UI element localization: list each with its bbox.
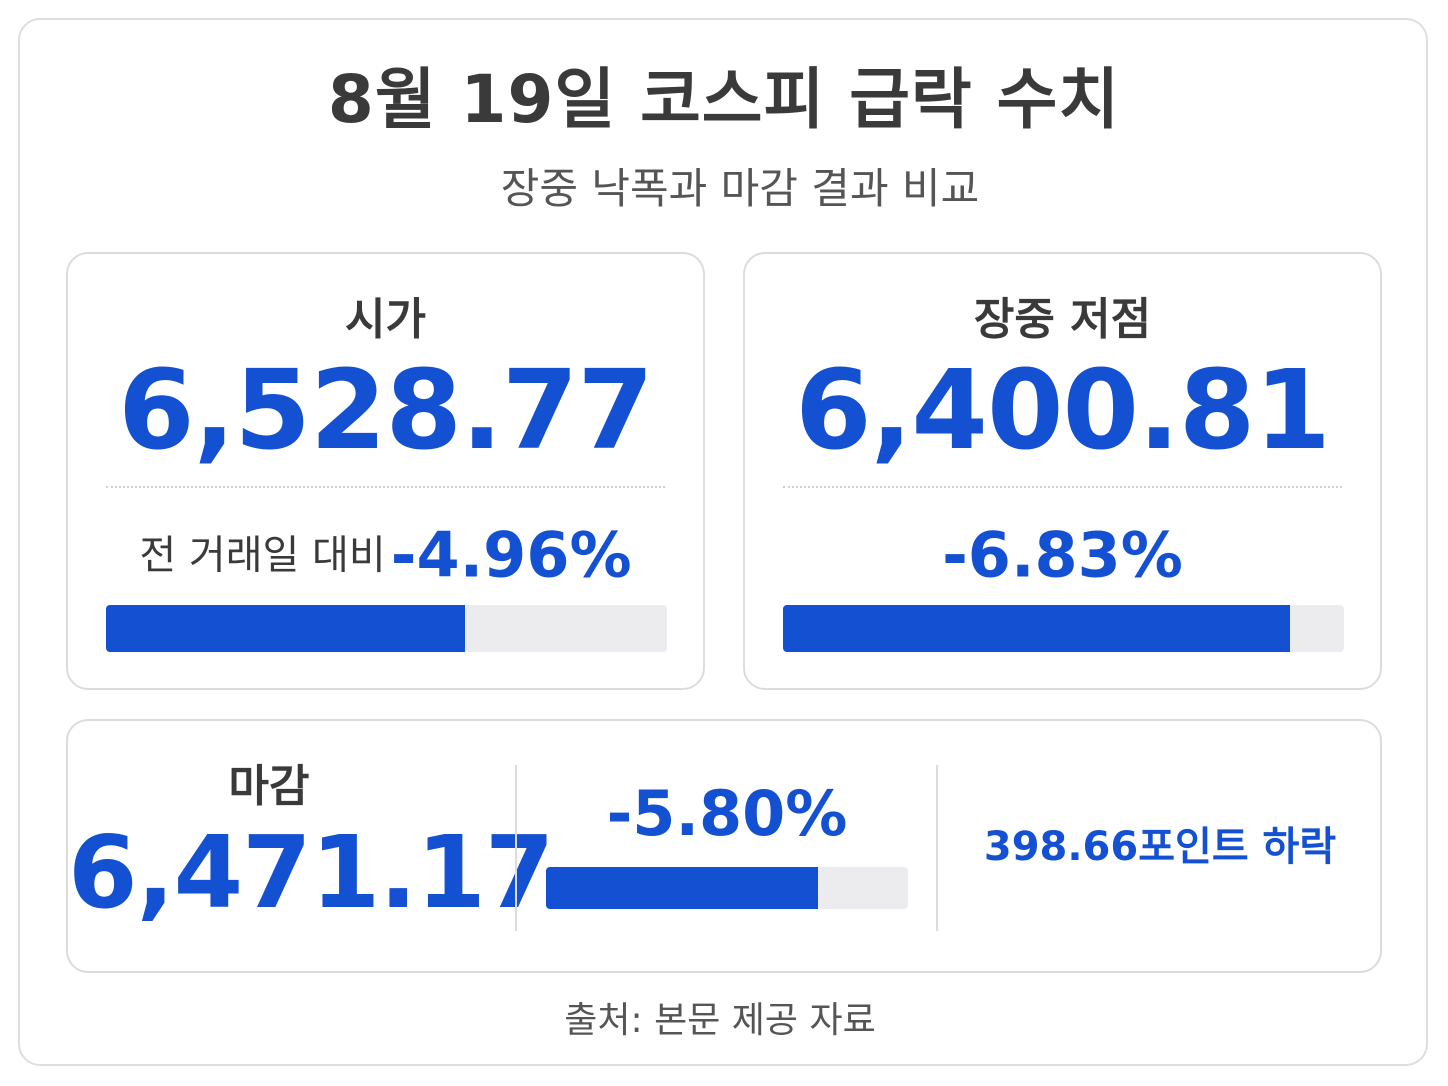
low-value: 6,400.81 (795, 346, 1331, 474)
close-change-bar (546, 867, 908, 909)
close-change-bar-fill (546, 867, 818, 909)
open-change-bar (106, 605, 667, 652)
page-subtitle: 장중 낙폭과 마감 결과 비교 (500, 164, 980, 213)
close-label: 마감 (228, 761, 310, 812)
close-change-pct: -5.80% (606, 777, 848, 850)
low-change-row: -6.83% (745, 520, 1380, 591)
low-divider (783, 486, 1342, 488)
intraday-low-card: 장중 저점 6,400.81 -6.83% (743, 252, 1382, 690)
low-change-pct: -6.83% (942, 518, 1183, 592)
open-divider (106, 486, 665, 488)
open-label: 시가 (345, 294, 426, 345)
close-points-drop: 398.66포인트 하락 (983, 824, 1337, 870)
open-change-pct: -4.96% (390, 518, 632, 592)
open-change-row: 전 거래일 대비 -4.96% (68, 520, 703, 591)
close-divider-1 (515, 765, 517, 931)
page-title: 8월 19일 코스피 급락 수치 (327, 61, 1121, 138)
low-change-bar-fill (783, 605, 1291, 652)
close-value: 6,471.17 (68, 814, 554, 931)
low-change-bar (783, 605, 1344, 652)
open-value: 6,528.77 (118, 346, 654, 474)
close-price-card: 마감 6,471.17 -5.80% 398.66포인트 하락 (66, 719, 1382, 973)
low-label: 장중 저점 (973, 294, 1152, 345)
close-divider-2 (936, 765, 938, 931)
open-change-label: 전 거래일 대비 (139, 532, 386, 579)
source-note: 출처: 본문 제공 자료 (564, 1000, 876, 1041)
open-price-card: 시가 6,528.77 전 거래일 대비 -4.96% (66, 252, 705, 690)
open-change-bar-fill (106, 605, 466, 652)
